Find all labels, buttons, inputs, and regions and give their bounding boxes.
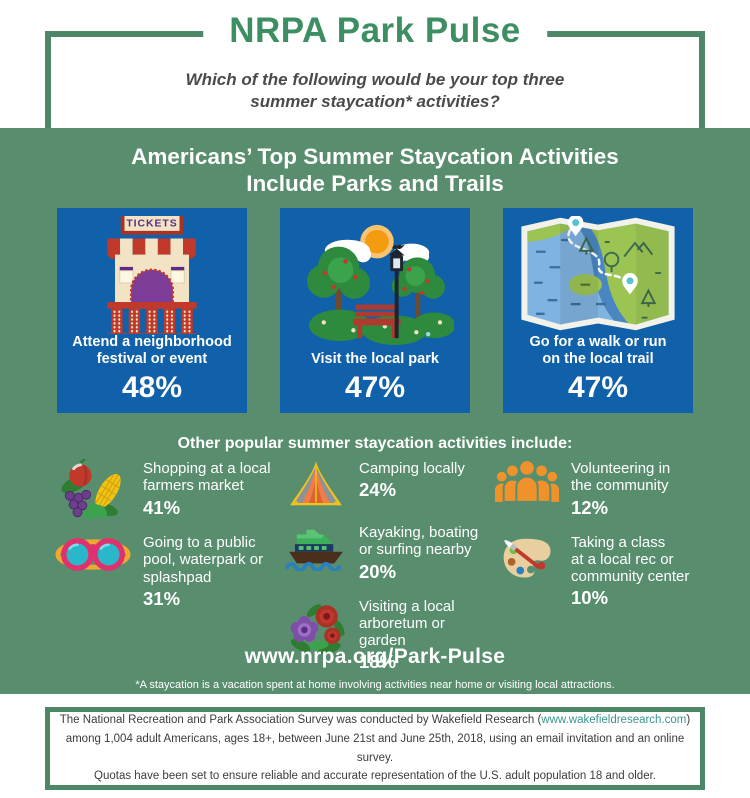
methodology-text: ): [686, 714, 691, 727]
vegetables-icon: [55, 459, 131, 519]
main-section: Americans’ Top Summer Staycation Activit…: [0, 128, 750, 694]
methodology-line-3: Quotas have been set to ensure reliable …: [94, 770, 656, 783]
other-activity-class: Taking a class at a local rec or communi…: [493, 533, 703, 610]
people-group-icon: [493, 459, 561, 504]
other-activities-column: Camping locally 24%: [285, 459, 493, 687]
activity-percent: 48%: [121, 370, 183, 404]
other-activity-label: Visiting a local arboretum or garden: [359, 597, 455, 650]
tickets-sign-text: TICKETS: [126, 219, 177, 230]
boat-icon: [285, 523, 347, 571]
section-heading: Americans’ Top Summer Staycation Activit…: [131, 144, 619, 197]
other-activity-percent: 24%: [359, 479, 397, 501]
flowers-icon: [285, 597, 347, 655]
activity-label: Visit the local park: [311, 351, 439, 368]
other-activity-arboretum: Visiting a local arboretum or garden 18%: [285, 597, 493, 674]
page-title: NRPA Park Pulse: [203, 10, 547, 52]
other-activity-percent: 20%: [359, 560, 397, 582]
methodology-line-1: The National Recreation and Park Associa…: [50, 711, 700, 730]
tent-icon: [285, 459, 347, 509]
other-activity-camping: Camping locally 24%: [285, 459, 493, 509]
other-activity-percent: 12%: [571, 496, 609, 518]
activity-percent: 47%: [567, 370, 629, 404]
other-activities-column: Volunteering in the community 12%: [493, 459, 703, 687]
other-activity-farmers-market: Shopping at a local farmers market 41%: [55, 459, 285, 519]
art-palette-icon: [493, 533, 561, 583]
other-activity-label: Shopping at a local farmers market: [143, 460, 271, 495]
activity-card-park: Visit the local park 47%: [280, 208, 470, 413]
other-activity-percent: 18%: [359, 651, 397, 673]
other-activity-pool: Going to a public pool, waterpark or spl…: [55, 533, 285, 610]
activity-card-trail: Go for a walk or run on the local trail …: [503, 208, 693, 413]
other-activities-column: Shopping at a local farmers market 41%: [55, 459, 285, 687]
trail-map-icon: [509, 216, 687, 334]
other-activity-kayaking: Kayaking, boating or surfing nearby 20%: [285, 523, 493, 583]
activity-percent: 47%: [344, 370, 406, 404]
other-activity-label: Volunteering in the community: [571, 460, 671, 495]
methodology-box: The National Recreation and Park Associa…: [45, 707, 705, 790]
other-activity-volunteering: Volunteering in the community 12%: [493, 459, 703, 519]
other-activity-label: Going to a public pool, waterpark or spl…: [143, 534, 264, 586]
other-activity-percent: 10%: [571, 587, 609, 609]
survey-question: Which of the following would be your top…: [185, 70, 565, 112]
ticket-booth-icon: TICKETS: [63, 216, 241, 334]
activity-label: Go for a walk or run on the local trail: [529, 333, 667, 368]
other-activity-percent: 41%: [143, 496, 181, 518]
other-activities-heading: Other popular summer staycation activiti…: [177, 435, 573, 452]
methodology-text: The National Recreation and Park Associa…: [59, 714, 542, 727]
other-activity-label: Taking a class at a local rec or communi…: [571, 533, 690, 586]
swim-goggles-icon: [55, 533, 131, 576]
wakefield-link[interactable]: www.wakefieldresearch.com: [541, 714, 687, 727]
other-activities-grid: Shopping at a local farmers market 41%: [55, 459, 703, 687]
staycation-footnote: *A staycation is a vacation spent at hom…: [135, 679, 615, 691]
other-activity-percent: 31%: [143, 587, 181, 609]
methodology-line-2: among 1,004 adult Americans, ages 18+, b…: [65, 732, 685, 764]
park-pulse-link[interactable]: www.nrpa.org/Park-Pulse: [244, 645, 506, 668]
other-activity-label: Camping locally: [359, 460, 465, 477]
activity-card-festival: TICKETS: [57, 208, 247, 413]
activity-label: Attend a neighborhood festival or event: [72, 333, 232, 368]
top-activities-row: TICKETS: [0, 208, 750, 413]
park-scene-icon: [286, 216, 464, 351]
other-activity-label: Kayaking, boating or surfing nearby: [359, 524, 479, 559]
